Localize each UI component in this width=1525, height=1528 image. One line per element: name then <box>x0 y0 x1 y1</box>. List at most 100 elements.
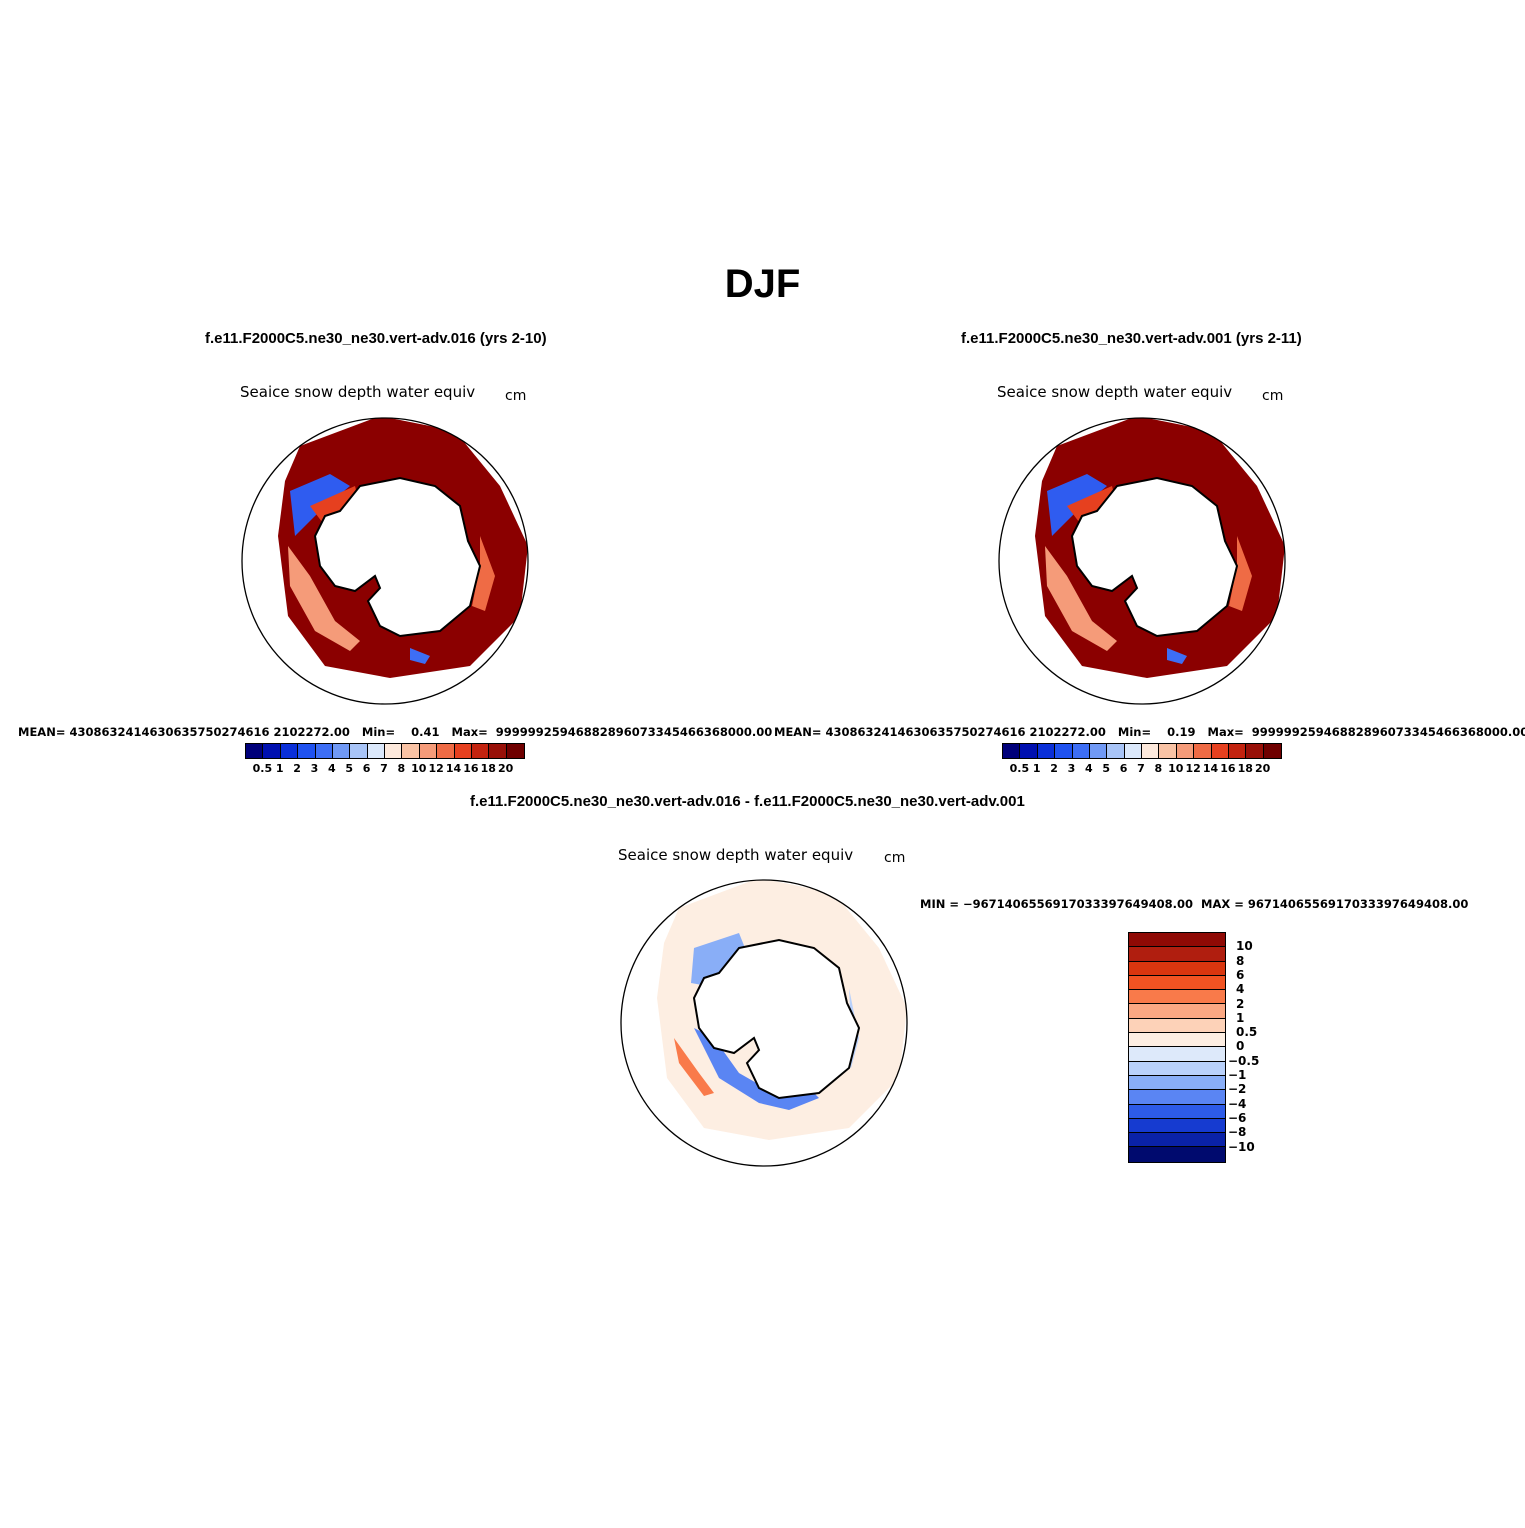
colorbar-swatch <box>1003 744 1021 758</box>
colorbar-swatch <box>471 744 490 758</box>
colorbar-tick-label: −10 <box>1228 1139 1255 1154</box>
colorbar-swatch <box>385 744 403 758</box>
colorbar-swatch <box>263 744 281 758</box>
colorbar-swatch <box>1129 1047 1225 1062</box>
panel3-minmax: MIN = −9671406556917033397649408.00 MAX … <box>920 897 1469 911</box>
colorbar-swatch <box>1089 744 1108 758</box>
colorbar-swatch <box>1129 1090 1225 1105</box>
colorbar-swatch <box>1055 744 1073 758</box>
colorbar-tick-label: 5 <box>1102 762 1111 775</box>
colorbar-tick-label: 2 <box>1236 996 1245 1011</box>
colorbar-tick-label: 18 <box>1237 762 1253 775</box>
colorbar-swatch <box>1211 744 1229 758</box>
colorbar-tick-label: 5 <box>345 762 354 775</box>
panel2-units: cm <box>1262 388 1284 404</box>
figure-title: DJF <box>724 262 801 306</box>
colorbar-tick-label: 6 <box>1119 762 1128 775</box>
colorbar-swatch <box>298 744 316 758</box>
colorbar-swatch <box>1246 744 1264 758</box>
panel2-variable: Seaice snow depth water equiv <box>997 383 1233 401</box>
colorbar-tick-label: 14 <box>1202 762 1219 775</box>
colorbar-tick-label: 18 <box>480 762 496 775</box>
colorbar-tick-label: 20 <box>1254 762 1271 775</box>
colorbar-tick-label: 1 <box>275 762 284 775</box>
panel3-map <box>620 879 908 1167</box>
colorbar-tick-label: 4 <box>1085 762 1093 775</box>
colorbar-tick-label: 16 <box>1220 762 1236 775</box>
colorbar-swatch <box>246 744 264 758</box>
colorbar-tick-label: −6 <box>1228 1110 1247 1125</box>
colorbar-swatch <box>1129 933 1225 948</box>
colorbar-swatch <box>1129 1004 1225 1019</box>
panel2-colorbar <box>1002 743 1282 759</box>
colorbar-swatch <box>1124 744 1142 758</box>
panel1-colorbar <box>245 743 525 759</box>
colorbar-tick-label: 2 <box>293 762 301 775</box>
colorbar-tick-label: 20 <box>497 762 514 775</box>
colorbar-swatch <box>1037 744 1056 758</box>
colorbar-tick-label: −8 <box>1228 1125 1247 1140</box>
panel1-colorbar-labels: 0.5 1 2 3 4 5 6 7 8 10 12 14 16 18 20 <box>245 762 523 776</box>
colorbar-tick-label: 8 <box>1236 953 1245 968</box>
colorbar-tick-label: 4 <box>1236 982 1245 997</box>
colorbar-swatch <box>1159 744 1177 758</box>
panel3-colorbar <box>1128 932 1226 1163</box>
colorbar-swatch <box>1228 744 1247 758</box>
panel1-stats: MEAN= 4308632414630635750274616 2102272.… <box>18 725 773 739</box>
colorbar-tick-label: −1 <box>1228 1068 1247 1082</box>
colorbar-swatch <box>367 744 385 758</box>
colorbar-tick-label: 12 <box>428 762 444 775</box>
colorbar-swatch <box>454 744 472 758</box>
colorbar-swatch <box>1129 1033 1225 1048</box>
panel3-colorbar-labels: 10 8 6 4 2 1 0.5 0 −0.5 −1 −2 −4 −6 −8 −10 <box>1228 932 1290 1162</box>
colorbar-tick-label: 10 <box>1168 762 1184 775</box>
colorbar-tick-label: 4 <box>328 762 336 775</box>
colorbar-swatch <box>1129 990 1225 1005</box>
colorbar-tick-label: 2 <box>1050 762 1058 775</box>
colorbar-tick-label: 12 <box>1185 762 1201 775</box>
panel2-colorbar-labels: 0.5 1 2 3 4 5 6 7 8 10 12 14 16 18 20 <box>1002 762 1280 776</box>
colorbar-tick-label: 6 <box>1236 967 1245 982</box>
colorbar-swatch <box>1129 1061 1225 1076</box>
colorbar-tick-label: 1 <box>1032 762 1041 775</box>
colorbar-swatch <box>1129 1147 1225 1162</box>
colorbar-tick-label: 10 <box>411 762 427 775</box>
panel2-stats: MEAN= 4308632414630635750274616 2102272.… <box>774 725 1525 739</box>
colorbar-swatch <box>402 744 420 758</box>
panel1-map <box>241 417 529 705</box>
colorbar-tick-label: 0 <box>1236 1039 1245 1054</box>
colorbar-swatch <box>1129 947 1225 962</box>
colorbar-swatch <box>1142 744 1160 758</box>
panel1-variable: Seaice snow depth water equiv <box>240 383 476 401</box>
colorbar-swatch <box>1107 744 1125 758</box>
colorbar-tick-label: 1 <box>1236 1010 1245 1025</box>
colorbar-swatch <box>315 744 333 758</box>
panel2-case-title: f.e11.F2000C5.ne30_ne30.vert-adv.001 (yr… <box>961 330 1302 347</box>
colorbar-tick-label: 16 <box>463 762 479 775</box>
colorbar-swatch <box>1129 1104 1225 1119</box>
colorbar-tick-label: 6 <box>362 762 371 775</box>
colorbar-swatch <box>419 744 438 758</box>
panel3-units: cm <box>884 850 906 866</box>
panel3-case-title: f.e11.F2000C5.ne30_ne30.vert-adv.016 - f… <box>470 793 1025 810</box>
colorbar-tick-label: 0.5 <box>252 762 273 775</box>
colorbar-swatch <box>1020 744 1038 758</box>
colorbar-swatch <box>506 744 524 758</box>
colorbar-tick-label: −2 <box>1228 1082 1247 1097</box>
colorbar-tick-label: 14 <box>445 762 462 775</box>
colorbar-swatch <box>280 744 299 758</box>
colorbar-tick-label: 7 <box>380 762 388 775</box>
colorbar-tick-label: 8 <box>1154 762 1163 775</box>
colorbar-swatch <box>1129 1075 1225 1091</box>
colorbar-swatch <box>350 744 368 758</box>
panel1-case-title: f.e11.F2000C5.ne30_ne30.vert-adv.016 (yr… <box>205 330 547 347</box>
colorbar-tick-label: 7 <box>1137 762 1145 775</box>
panel1-units: cm <box>505 388 527 404</box>
colorbar-swatch <box>1072 744 1090 758</box>
colorbar-tick-label: 0.5 <box>1236 1025 1258 1040</box>
colorbar-tick-label: 0.5 <box>1009 762 1030 775</box>
panel2-map <box>998 417 1286 705</box>
colorbar-swatch <box>1129 961 1225 976</box>
colorbar-swatch <box>1129 1133 1225 1148</box>
colorbar-tick-label: 3 <box>310 762 319 775</box>
